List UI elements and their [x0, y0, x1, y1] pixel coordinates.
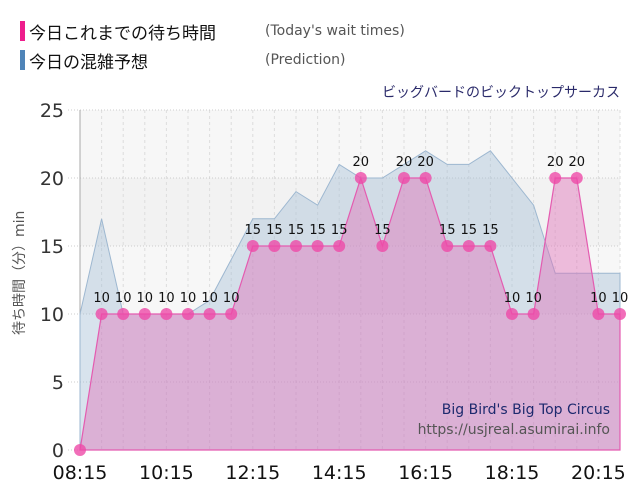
y-tick-label: 5: [52, 372, 64, 394]
data-point[interactable]: [246, 240, 259, 252]
data-label: 10: [137, 291, 154, 306]
data-label: 10: [93, 291, 110, 306]
data-point[interactable]: [311, 240, 324, 252]
watermark-url: https://usjreal.asumirai.info: [417, 422, 610, 438]
data-label: 20: [396, 155, 413, 170]
data-label: 15: [482, 223, 499, 238]
legend-today: 今日これまでの待ち時間 (Today's wait times): [20, 20, 405, 44]
data-point[interactable]: [398, 172, 410, 184]
y-tick-label: 20: [40, 168, 64, 190]
x-tick-label: 18:15: [485, 462, 540, 484]
data-point[interactable]: [225, 308, 238, 320]
data-label: 15: [331, 223, 348, 238]
data-point[interactable]: [484, 240, 497, 252]
legend-swatch-today: [20, 21, 25, 41]
data-point[interactable]: [290, 240, 302, 252]
watermark-title: Big Bird's Big Top Circus: [441, 402, 610, 418]
y-tick-label: 25: [40, 100, 64, 122]
x-tick-label: 14:15: [312, 462, 367, 484]
y-axis-label: 待ち時間（分）min: [12, 211, 28, 335]
x-tick-label: 16:15: [398, 462, 453, 484]
data-label: 10: [525, 291, 542, 306]
data-label: 15: [439, 223, 456, 238]
data-label: 10: [158, 291, 175, 306]
data-label: 10: [504, 291, 521, 306]
legend-prediction: 今日の混雑予想 (Prediction): [20, 49, 346, 73]
data-label: 10: [180, 291, 197, 306]
data-label: 15: [245, 223, 262, 238]
x-tick-label: 12:15: [225, 462, 280, 484]
data-label: 20: [417, 155, 434, 170]
data-point[interactable]: [614, 308, 626, 320]
data-label: 15: [266, 223, 283, 238]
data-label: 10: [115, 291, 132, 306]
legend-label-jp: 今日これまでの待ち時間: [29, 23, 216, 44]
x-tick-label: 08:15: [53, 462, 108, 484]
data-point[interactable]: [333, 240, 346, 252]
data-point[interactable]: [506, 308, 518, 320]
data-point[interactable]: [117, 308, 130, 320]
data-point[interactable]: [419, 172, 432, 184]
data-point[interactable]: [527, 308, 540, 320]
data-point[interactable]: [138, 308, 151, 320]
data-label: 10: [590, 291, 607, 306]
data-point[interactable]: [592, 308, 605, 320]
data-point[interactable]: [376, 240, 389, 252]
legend-swatch-prediction: [20, 50, 25, 70]
data-point[interactable]: [462, 240, 475, 252]
data-point[interactable]: [160, 308, 173, 320]
data-point[interactable]: [95, 308, 108, 320]
data-label: 20: [353, 155, 370, 170]
y-tick-label: 10: [40, 304, 64, 326]
legend-label-jp: 今日の混雑予想: [29, 52, 148, 73]
data-point[interactable]: [203, 308, 216, 320]
data-label: 20: [569, 155, 586, 170]
y-tick-label: 15: [40, 236, 64, 258]
legend-label-en: (Today's wait times): [265, 23, 405, 39]
data-label: 20: [547, 155, 564, 170]
y-tick-label: 0: [52, 440, 64, 462]
data-point[interactable]: [354, 172, 367, 184]
chart-title: ビッグバードのビックトップサーカス: [382, 85, 620, 101]
data-point[interactable]: [74, 444, 86, 456]
data-point[interactable]: [182, 308, 194, 320]
data-label: 15: [374, 223, 391, 238]
data-label: 10: [201, 291, 218, 306]
data-label: 15: [288, 223, 305, 238]
data-point[interactable]: [570, 172, 583, 184]
x-tick-label: 20:15: [571, 462, 626, 484]
legend-label-en: (Prediction): [265, 52, 346, 68]
data-label: 15: [309, 223, 326, 238]
data-label: 10: [612, 291, 629, 306]
data-label: 10: [223, 291, 240, 306]
data-point[interactable]: [549, 172, 562, 184]
data-label: 15: [461, 223, 478, 238]
data-point[interactable]: [268, 240, 281, 252]
data-point[interactable]: [441, 240, 454, 252]
x-tick-label: 10:15: [139, 462, 194, 484]
